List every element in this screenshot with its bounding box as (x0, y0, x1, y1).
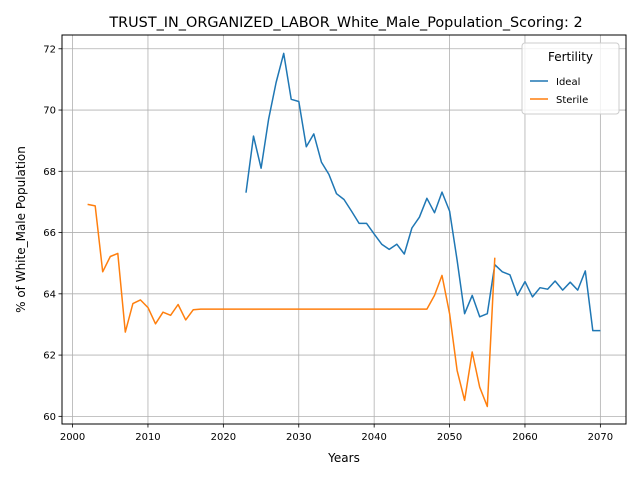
chart-title: TRUST_IN_ORGANIZED_LABOR_White_Male_Popu… (108, 15, 582, 31)
x-tick-label: 2020 (211, 432, 236, 443)
y-tick-label: 68 (43, 167, 56, 178)
y-tick-label: 66 (43, 228, 56, 239)
y-tick-label: 60 (43, 412, 56, 423)
y-tick-label: 64 (43, 289, 56, 300)
y-tick-label: 70 (43, 106, 56, 117)
y-tick-label: 72 (43, 44, 56, 55)
series-lines (87, 52, 601, 408)
axis-ticks: 2000 2010 2020 2030 2040 2050 2060 2070 60 62 64 66… (43, 44, 613, 443)
y-axis-label: % of White_Male Population (14, 146, 28, 313)
x-tick-label: 2000 (60, 432, 85, 443)
x-tick-label: 2010 (135, 432, 160, 443)
legend-entries: Ideal Sterile (530, 77, 588, 106)
x-tick-label: 2040 (361, 432, 386, 443)
y-tick-label: 62 (43, 351, 56, 362)
legend-label-sterile: Sterile (556, 95, 588, 106)
series-line-sterile (87, 203, 496, 408)
x-tick-label: 2030 (286, 432, 311, 443)
legend-box (521, 42, 620, 115)
series-line-ideal (245, 52, 601, 332)
legend-label-ideal: Ideal (556, 77, 580, 88)
plot-frame (61, 34, 627, 425)
x-tick-label: 2050 (437, 432, 462, 443)
legend: Fertility Ideal Sterile (521, 42, 620, 115)
x-tick-label: 2070 (588, 432, 613, 443)
x-axis-label: Years (327, 451, 360, 465)
x-tick-label: 2060 (512, 432, 537, 443)
legend-title: Fertility (548, 50, 593, 64)
